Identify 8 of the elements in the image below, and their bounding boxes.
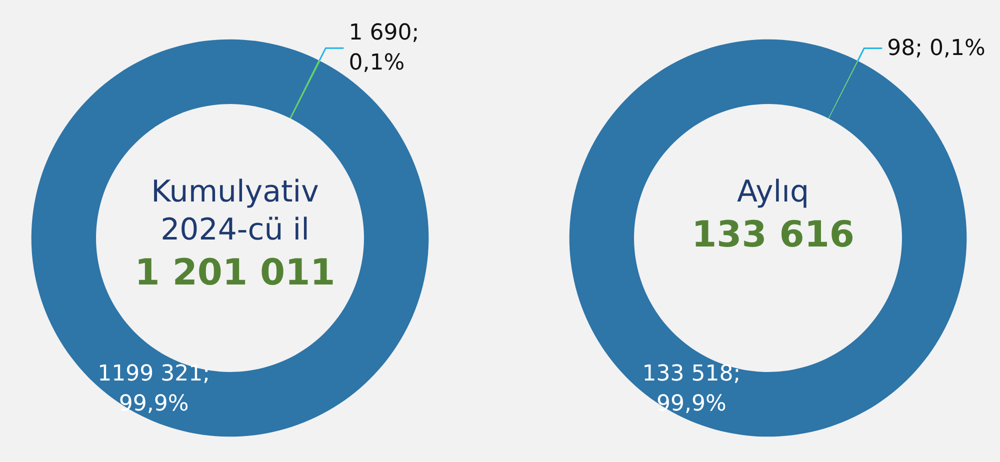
data-label: 133 518; 99,9% xyxy=(642,362,741,417)
text: Aylıq xyxy=(737,174,809,210)
text: 1 201 011 xyxy=(134,252,336,294)
text: Kumulyativ 2024-cü il xyxy=(151,174,319,248)
data-label: 1199 321; 99,9% xyxy=(98,362,210,417)
data-label: 1 690; 0,1% xyxy=(348,20,420,76)
text: 133 616 xyxy=(692,214,854,256)
data-label: 98; 0,1% xyxy=(887,36,986,61)
